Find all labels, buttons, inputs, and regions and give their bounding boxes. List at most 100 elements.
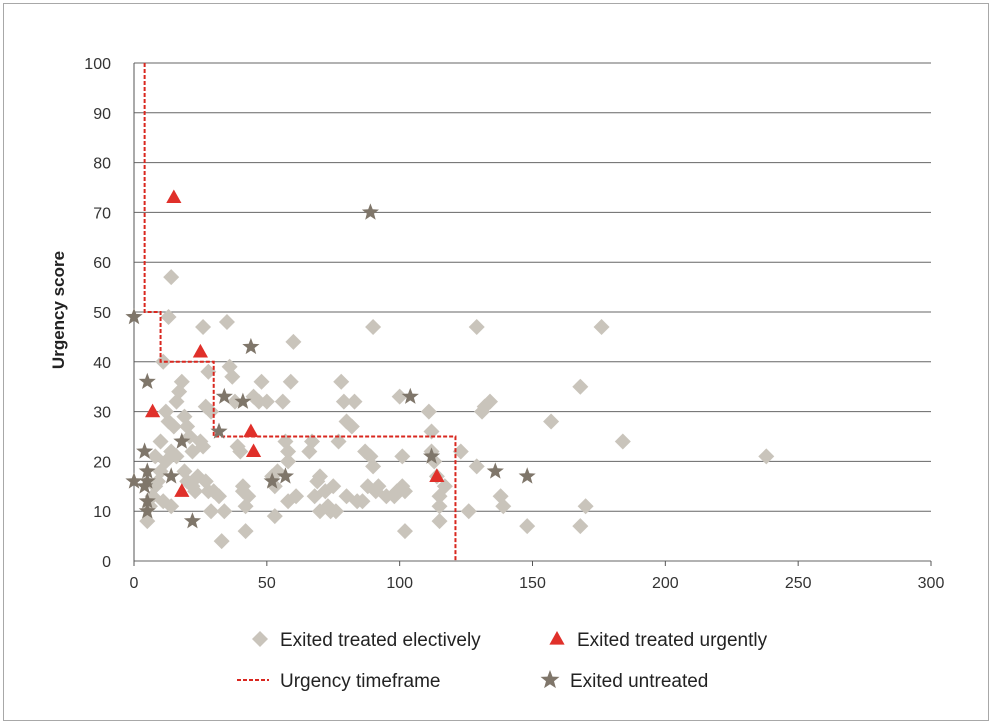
elective-point [253,373,270,390]
y-tick-label: 50 [93,305,111,322]
x-tick-label: 150 [519,575,546,592]
untreated-point [210,422,228,439]
elective-point [147,448,164,465]
x-tick-label: 50 [258,575,276,592]
x-tick-label: 100 [386,575,413,592]
legend-star-icon [540,670,560,689]
elective-point [614,433,631,450]
elective-point [211,488,228,505]
untreated-point [263,472,281,489]
elective-point [436,478,453,495]
y-axis-label: Urgency score [49,251,68,369]
elective-point [203,503,220,520]
legend-triangle-icon [549,631,565,645]
elective-point [394,448,411,465]
untreated-point [423,447,441,464]
untreated-point [361,203,379,220]
elective-point [195,438,212,455]
elective-point [354,493,371,510]
untreated-point [486,462,504,479]
elective-point [224,368,241,385]
x-tick-label: 250 [785,575,812,592]
elective-point [577,498,594,515]
x-tick-label: 0 [130,575,139,592]
legend-item: Exited untreated [540,670,708,692]
urgent-point [174,483,190,497]
untreated-point [138,502,156,519]
untreated-point [138,472,156,489]
elective-point [311,468,328,485]
elective-point [232,443,249,460]
untreated-point [138,372,156,389]
y-tick-label: 10 [93,504,111,521]
y-tick-label: 70 [93,205,111,222]
urgent-point [144,403,161,418]
urgent-point [192,343,209,358]
elective-point [280,453,297,470]
legend-label: Urgency timeframe [280,671,441,692]
untreated-point [183,512,201,529]
elective-point [370,478,387,495]
untreated-point [276,467,294,484]
untreated-point [125,308,143,325]
untreated-point [518,467,536,484]
y-tick-label: 20 [93,454,111,471]
elective-point [282,373,299,390]
elective-point [519,518,536,535]
elective-point [460,503,477,520]
elective-point [218,313,235,330]
elective-point [216,503,233,520]
elective-point [266,508,283,525]
elective-point [327,503,344,520]
x-tick-label: 300 [918,575,945,592]
urgency-timeframe-line [143,63,457,561]
y-tick-label: 90 [93,106,111,123]
elective-point [543,413,560,430]
urgent-point [243,423,259,438]
legend-label: Exited treated electively [280,630,481,651]
urgent-point [245,443,262,458]
elective-point [240,488,257,505]
untreated-point [401,387,419,404]
elective-point [160,308,177,325]
elective-point [396,483,413,500]
elective-point [572,518,589,535]
legend-item: Exited treated urgently [549,630,768,651]
elective-point [165,418,182,435]
elective-point [365,458,382,475]
urgent-point [166,189,182,204]
elective-point [431,498,448,515]
elective-point [396,523,413,540]
elective-point [391,388,408,405]
elective-point [365,318,382,335]
elective-point [200,363,217,380]
elective-point [468,458,485,475]
elective-point [572,378,589,395]
elective-point [335,393,352,410]
elective-point [280,443,297,460]
elective-point [237,523,254,540]
elective-point [481,393,498,410]
elective-point [139,513,156,530]
untreated-point [138,462,156,479]
untreated-point [136,442,154,459]
elective-point [187,483,204,500]
elective-point [147,478,164,495]
elective-point [274,393,291,410]
chart-frame [3,3,989,721]
untreated-point [173,432,191,449]
urgent-point [429,468,445,482]
elective-point [288,488,305,505]
legend-diamond-icon [252,631,268,647]
elective-point [258,393,275,410]
elective-point [213,533,230,550]
elective-point [758,448,775,465]
elective-point [420,403,437,420]
elective-point [195,318,212,335]
y-tick-label: 0 [102,554,111,571]
elective-point [163,269,180,286]
elective-point [173,373,190,390]
untreated-point [125,472,143,489]
untreated-point [215,387,233,404]
